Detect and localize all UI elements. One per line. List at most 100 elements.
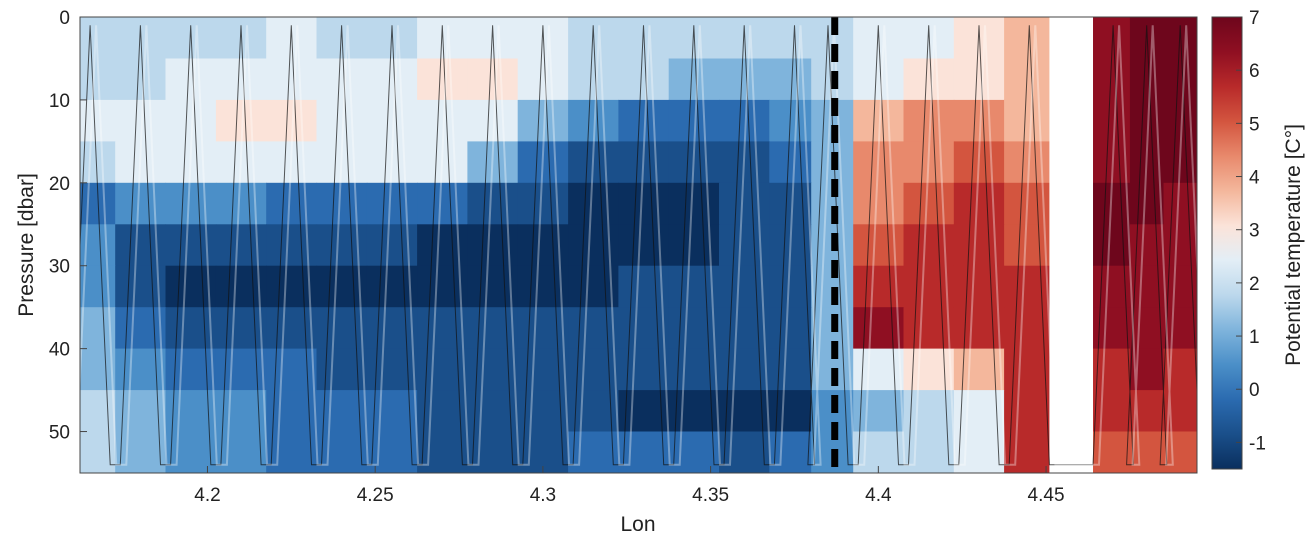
heatmap-cell bbox=[417, 265, 468, 308]
heatmap-cell bbox=[1129, 431, 1164, 473]
heatmap-cell bbox=[467, 265, 519, 308]
heatmap-cell bbox=[668, 348, 720, 391]
heatmap-cell bbox=[853, 58, 905, 101]
heatmap-cell bbox=[115, 307, 167, 350]
heatmap-cell bbox=[115, 182, 167, 225]
heatmap-cell bbox=[517, 99, 569, 142]
heatmap-cell bbox=[668, 307, 720, 350]
heatmap-cell bbox=[1163, 431, 1197, 473]
heatmap-cell bbox=[215, 265, 267, 308]
heatmap bbox=[80, 17, 1197, 473]
heatmap-cell bbox=[467, 348, 519, 391]
heatmap-cell bbox=[215, 182, 267, 225]
heatmap-cell bbox=[80, 265, 116, 308]
heatmap-cell bbox=[215, 99, 267, 142]
heatmap-cell bbox=[80, 141, 116, 184]
heatmap-cell bbox=[769, 348, 812, 391]
heatmap-cell bbox=[165, 265, 217, 308]
heatmap-cell bbox=[853, 141, 905, 184]
plot-frame bbox=[79, 16, 1198, 474]
heatmap-cell bbox=[266, 431, 318, 473]
y-axis-ticks: 0 10 20 30 40 50 bbox=[49, 8, 87, 444]
heatmap-cell bbox=[568, 99, 619, 142]
colorbar-tick-label: 5 bbox=[1249, 114, 1260, 135]
colorbar-tick-label: 2 bbox=[1249, 274, 1260, 295]
heatmap-cell bbox=[517, 224, 569, 267]
heatmap-cell bbox=[1163, 348, 1197, 391]
heatmap-cell bbox=[719, 182, 770, 225]
heatmap-cell bbox=[316, 265, 368, 308]
colorbar-tick-label: 6 bbox=[1249, 61, 1260, 82]
heatmap-cell bbox=[80, 390, 116, 433]
heatmap-cell bbox=[417, 307, 468, 350]
colorbar-title: Potential temperature [C°] bbox=[1282, 124, 1305, 366]
x-tick-label: 4.25 bbox=[357, 485, 394, 506]
heatmap-cell bbox=[266, 99, 318, 142]
heatmap-cell bbox=[953, 224, 1005, 267]
heatmap-cell bbox=[165, 58, 217, 101]
heatmap-cell bbox=[903, 224, 955, 267]
heatmap-cell bbox=[417, 348, 468, 391]
heatmap-cell bbox=[953, 141, 1005, 184]
heatmap-cell bbox=[215, 431, 267, 473]
heatmap-cell bbox=[568, 348, 619, 391]
y-tick-label: 10 bbox=[49, 91, 70, 112]
heatmap-cell bbox=[517, 182, 569, 225]
heatmap-cell bbox=[165, 307, 217, 350]
heatmap-cell bbox=[1163, 307, 1197, 350]
heatmap-cell bbox=[115, 141, 167, 184]
heatmap-cell bbox=[215, 141, 267, 184]
heatmap-cell bbox=[266, 348, 318, 391]
heatmap-cell bbox=[903, 307, 955, 350]
heatmap-cell bbox=[417, 431, 468, 473]
colorbar: -1 0 1 2 3 4 5 6 7 bbox=[1211, 8, 1266, 470]
heatmap-cell bbox=[467, 58, 519, 101]
heatmap-cell bbox=[316, 99, 368, 142]
profile-track-highlight bbox=[80, 25, 1197, 466]
heatmap-cell bbox=[467, 431, 519, 473]
heatmap-cell bbox=[165, 141, 217, 184]
heatmap-cell bbox=[903, 99, 955, 142]
heatmap-cell bbox=[568, 182, 619, 225]
heatmap-cell bbox=[568, 431, 619, 473]
heatmap-cell bbox=[953, 307, 1005, 350]
heatmap-cell bbox=[417, 224, 468, 267]
colorbar-tick-label: 1 bbox=[1249, 327, 1260, 348]
heatmap-cell bbox=[115, 265, 167, 308]
heatmap-cell bbox=[316, 431, 368, 473]
heatmap-cell bbox=[719, 348, 770, 391]
heatmap-cell bbox=[719, 307, 770, 350]
heatmap-cell bbox=[853, 99, 905, 142]
x-tick-label: 4.35 bbox=[692, 485, 729, 506]
heatmap-cell bbox=[903, 141, 955, 184]
heatmap-cell bbox=[366, 348, 418, 391]
heatmap-cell bbox=[115, 58, 167, 101]
heatmap-cell bbox=[1129, 307, 1164, 350]
heatmap-cell bbox=[366, 99, 418, 142]
heatmap-cell bbox=[668, 99, 720, 142]
heatmap-cell bbox=[80, 348, 116, 391]
heatmap-cell bbox=[165, 348, 217, 391]
profile-marks bbox=[80, 17, 1197, 473]
colorbar-tick-label: 4 bbox=[1249, 168, 1260, 189]
heatmap-cell bbox=[1129, 141, 1164, 184]
y-tick-label: 0 bbox=[59, 8, 70, 29]
heatmap-cell bbox=[366, 265, 418, 308]
y-axis-title: Pressure [dbar] bbox=[15, 173, 38, 317]
heatmap-cell bbox=[719, 141, 770, 184]
y-tick-label: 40 bbox=[49, 340, 70, 361]
heatmap-cell bbox=[618, 182, 670, 225]
heatmap-cell bbox=[769, 265, 812, 308]
heatmap-cell bbox=[903, 431, 955, 473]
heatmap-cell bbox=[568, 265, 619, 308]
heatmap-cell bbox=[769, 390, 812, 433]
heatmap-cell bbox=[1163, 390, 1197, 433]
heatmap-cell bbox=[1163, 58, 1197, 101]
heatmap-cell bbox=[1129, 390, 1164, 433]
heatmap-cell bbox=[80, 58, 116, 101]
colorbar-tick-label: -1 bbox=[1249, 433, 1266, 454]
x-tick-label: 4.4 bbox=[865, 485, 892, 506]
heatmap-cell bbox=[618, 307, 670, 350]
heatmap-cell bbox=[1163, 17, 1197, 60]
